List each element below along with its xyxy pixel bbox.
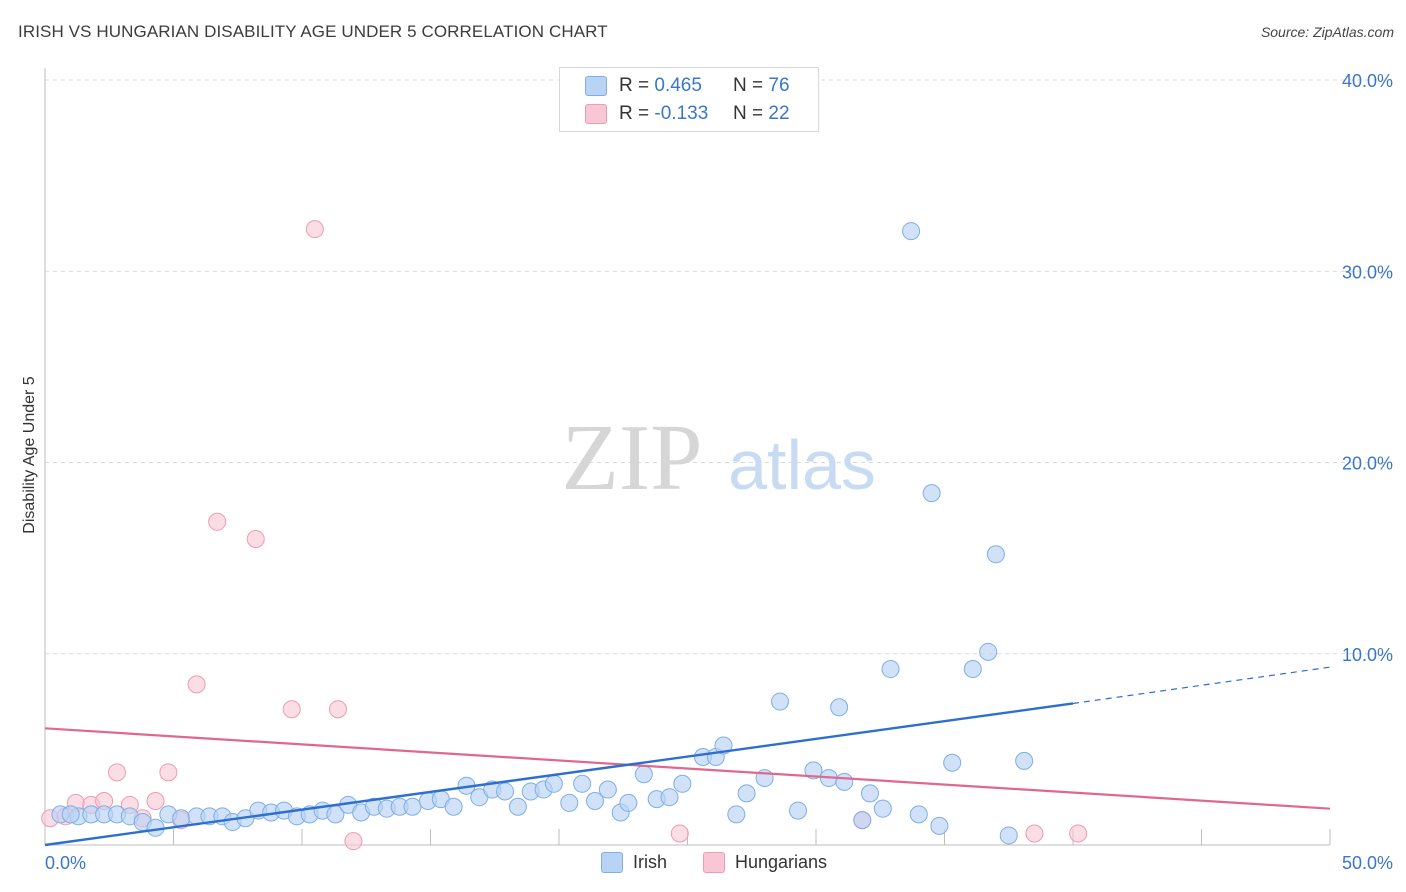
- irish-point: [585, 792, 604, 811]
- hungarians-point: [344, 832, 363, 851]
- hungarians-points: [41, 220, 1088, 851]
- irish-point: [922, 484, 941, 503]
- irish-point: [853, 811, 872, 830]
- irish-point: [619, 793, 638, 812]
- bottom-legend-hungarians-label: Hungarians: [735, 852, 828, 872]
- watermark: ZIP atlas: [562, 406, 876, 510]
- irish-points: [51, 222, 1034, 845]
- hungarians-point: [107, 763, 126, 782]
- irish-point: [737, 784, 756, 803]
- irish-point: [727, 805, 746, 824]
- legend-irish-n-label: N =: [733, 75, 764, 96]
- legend-hungarians-r-label: R =: [619, 103, 650, 124]
- irish-point: [598, 780, 617, 799]
- x-tick-label: 0.0%: [45, 853, 86, 873]
- irish-point: [804, 761, 823, 780]
- irish-point: [873, 799, 892, 818]
- irish-trend-line: [44, 702, 1074, 847]
- y-axis-label: Disability Age Under 5: [21, 376, 38, 534]
- hungarians-point: [187, 675, 206, 694]
- bottom-legend-irish-swatch: [601, 852, 623, 873]
- irish-point: [1015, 751, 1034, 770]
- irish-point: [403, 797, 422, 816]
- irish-point: [508, 797, 527, 816]
- legend: R = 0.465 N = 76 R = -0.133 N = 22: [559, 67, 819, 132]
- legend-irish-swatch: [585, 76, 607, 96]
- irish-point: [943, 753, 962, 772]
- irish-point: [172, 809, 191, 828]
- irish-point: [902, 222, 921, 241]
- source-credit: Source: ZipAtlas.com: [1260, 24, 1394, 40]
- y-tick-label: 30.0%: [1342, 262, 1393, 282]
- irish-point: [660, 788, 679, 807]
- y-tick-label: 40.0%: [1342, 71, 1393, 91]
- irish-point: [61, 805, 80, 824]
- hungarians-point: [159, 763, 178, 782]
- legend-irish-r-label: R =: [619, 75, 650, 96]
- bottom-legend-irish-label: Irish: [633, 852, 668, 872]
- legend-hungarians-n-value: 22: [768, 103, 790, 124]
- legend-hungarians-r-value: -0.133: [654, 103, 709, 124]
- x-tick-label: 50.0%: [1342, 853, 1393, 873]
- bottom-legend-irish: Irish: [601, 852, 667, 873]
- gridlines: [45, 79, 1392, 655]
- legend-irish-n-value: 76: [768, 75, 790, 96]
- hungarians-point: [1069, 824, 1088, 843]
- irish-point: [673, 774, 692, 793]
- hungarians-point: [328, 700, 347, 719]
- irish-point: [860, 784, 879, 803]
- irish-point: [835, 772, 854, 791]
- irish-point: [909, 805, 928, 824]
- irish-point: [444, 797, 463, 816]
- axes: [44, 68, 1331, 846]
- watermark-zip: ZIP: [562, 406, 703, 510]
- irish-point: [789, 801, 808, 820]
- irish-point: [634, 765, 653, 784]
- irish-point: [881, 660, 900, 679]
- trend-lines: [44, 666, 1331, 847]
- irish-point: [560, 793, 579, 812]
- hungarians-trend-line: [44, 727, 1331, 810]
- irish-point: [830, 698, 849, 717]
- hungarians-point: [246, 530, 265, 548]
- irish-point: [573, 774, 592, 793]
- legend-hungarians-swatch: [585, 104, 607, 124]
- tick-labels: 10.0% 20.0% 30.0% 40.0% 0.0% 50.0%: [45, 71, 1393, 873]
- hungarians-point: [146, 792, 165, 811]
- hungarians-point: [1025, 824, 1044, 843]
- hungarians-point: [305, 220, 324, 239]
- hungarians-point: [208, 512, 227, 531]
- bottom-legend-hungarians: Hungarians: [703, 852, 827, 873]
- irish-point: [999, 826, 1018, 845]
- irish-point: [544, 774, 563, 793]
- legend-irish-r-value: 0.465: [654, 75, 702, 96]
- irish-point: [979, 642, 998, 661]
- hungarians-point: [282, 700, 301, 719]
- irish-point: [496, 782, 515, 801]
- hungarians-point: [670, 824, 689, 843]
- irish-point: [963, 660, 982, 679]
- legend-hungarians-n-label: N =: [733, 103, 764, 124]
- irish-point: [930, 816, 949, 835]
- bottom-legend-hungarians-swatch: [703, 852, 725, 873]
- irish-point: [771, 692, 790, 711]
- chart-title: IRISH VS HUNGARIAN DISABILITY AGE UNDER …: [18, 22, 608, 41]
- y-tick-label: 20.0%: [1342, 454, 1393, 474]
- y-tick-label: 10.0%: [1342, 645, 1393, 665]
- watermark-atlas: atlas: [728, 426, 876, 504]
- irish-point: [986, 545, 1005, 564]
- irish-trend-line-extension: [1072, 666, 1331, 705]
